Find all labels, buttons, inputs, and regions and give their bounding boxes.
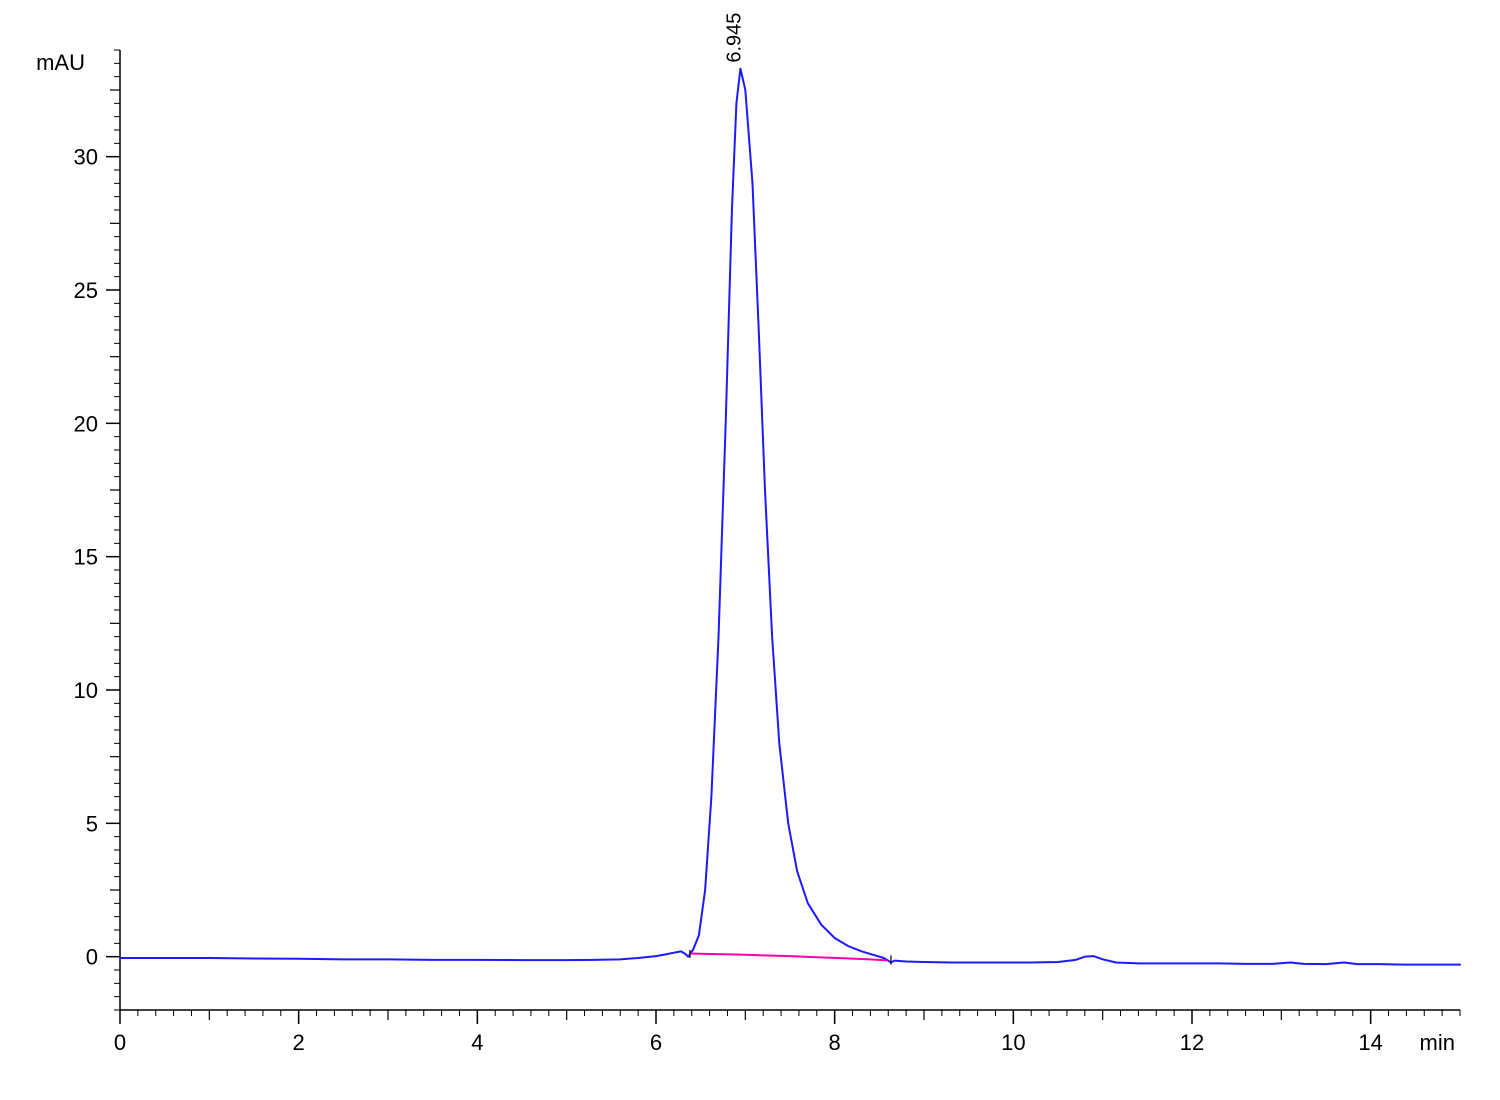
y-tick-label: 30 (74, 145, 98, 170)
x-tick-label: 2 (293, 1030, 305, 1055)
x-tick-label: 6 (650, 1030, 662, 1055)
y-tick-label: 20 (74, 411, 98, 436)
y-tick-label: 25 (74, 278, 98, 303)
chromatogram-chart: 0 5 10 15 20 25 30 mAU 0 2 4 6 8 10 12 14 min 6.945 (0, 0, 1500, 1100)
chart-svg: 0 5 10 15 20 25 30 mAU 0 2 4 6 8 10 12 14 min 6.945 (0, 0, 1500, 1100)
x-tick-label: 8 (829, 1030, 841, 1055)
y-tick-label: 15 (74, 545, 98, 570)
x-tick-label: 14 (1358, 1030, 1382, 1055)
x-tick-label: 10 (1001, 1030, 1025, 1055)
x-tick-label: 12 (1180, 1030, 1204, 1055)
y-axis-label: mAU (36, 50, 85, 75)
x-tick-label: 4 (471, 1030, 483, 1055)
peak-label: 6.945 (723, 13, 745, 63)
x-tick-label: 0 (114, 1030, 126, 1055)
y-tick-label: 10 (74, 678, 98, 703)
y-tick-label: 5 (86, 811, 98, 836)
x-axis-label: min (1420, 1030, 1455, 1055)
y-tick-label: 0 (86, 945, 98, 970)
